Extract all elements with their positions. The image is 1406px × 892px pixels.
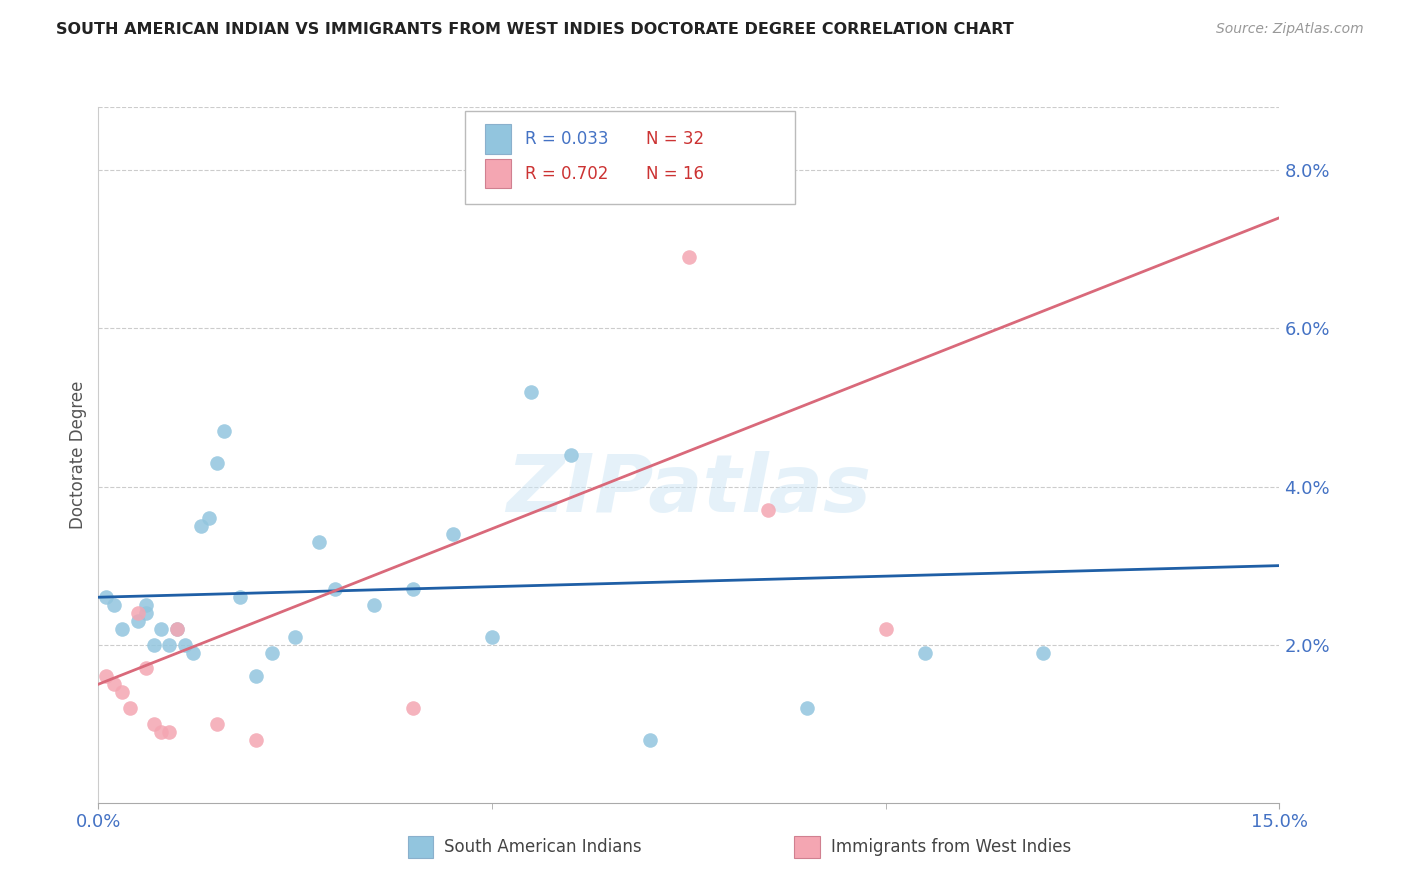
Point	[260, 646, 283, 660]
Point	[118, 701, 141, 715]
Text: R = 0.702: R = 0.702	[524, 165, 609, 183]
Point	[197, 511, 219, 525]
Point	[205, 456, 228, 470]
Bar	[485, 159, 510, 188]
Point	[135, 598, 157, 612]
Text: South American Indians: South American Indians	[444, 838, 643, 856]
Text: N = 16: N = 16	[647, 165, 704, 183]
Point	[166, 622, 188, 636]
Point	[402, 582, 425, 597]
Point	[756, 503, 779, 517]
Text: ZIPatlas: ZIPatlas	[506, 450, 872, 529]
Point	[214, 424, 236, 438]
Point	[96, 591, 118, 605]
Y-axis label: Doctorate Degree: Doctorate Degree	[69, 381, 87, 529]
Point	[560, 448, 582, 462]
Point	[914, 646, 936, 660]
Point	[103, 677, 125, 691]
Point	[323, 582, 346, 597]
Point	[166, 622, 188, 636]
Bar	[485, 124, 510, 153]
Point	[135, 606, 157, 620]
Point	[111, 685, 134, 699]
Point	[111, 622, 134, 636]
Point	[142, 638, 165, 652]
Point	[150, 622, 173, 636]
Text: N = 32: N = 32	[647, 130, 704, 148]
Point	[402, 701, 425, 715]
Point	[142, 716, 165, 731]
Text: Immigrants from West Indies: Immigrants from West Indies	[831, 838, 1071, 856]
Point	[245, 669, 267, 683]
Point	[441, 527, 464, 541]
Point	[205, 716, 228, 731]
Point	[1032, 646, 1054, 660]
Point	[284, 630, 307, 644]
Text: SOUTH AMERICAN INDIAN VS IMMIGRANTS FROM WEST INDIES DOCTORATE DEGREE CORRELATIO: SOUTH AMERICAN INDIAN VS IMMIGRANTS FROM…	[56, 22, 1014, 37]
Point	[875, 622, 897, 636]
Point	[157, 724, 180, 739]
Point	[135, 661, 157, 675]
Point	[174, 638, 197, 652]
Text: R = 0.033: R = 0.033	[524, 130, 609, 148]
Point	[181, 646, 204, 660]
Text: Source: ZipAtlas.com: Source: ZipAtlas.com	[1216, 22, 1364, 37]
Point	[127, 614, 149, 628]
Point	[245, 732, 267, 747]
Point	[103, 598, 125, 612]
Point	[363, 598, 385, 612]
Point	[96, 669, 118, 683]
Point	[481, 630, 503, 644]
Point	[190, 519, 212, 533]
Point	[796, 701, 818, 715]
Point	[520, 384, 543, 399]
FancyBboxPatch shape	[464, 111, 796, 204]
Point	[157, 638, 180, 652]
Point	[127, 606, 149, 620]
Point	[678, 250, 700, 264]
Point	[150, 724, 173, 739]
Point	[308, 534, 330, 549]
Point	[229, 591, 252, 605]
Point	[638, 732, 661, 747]
